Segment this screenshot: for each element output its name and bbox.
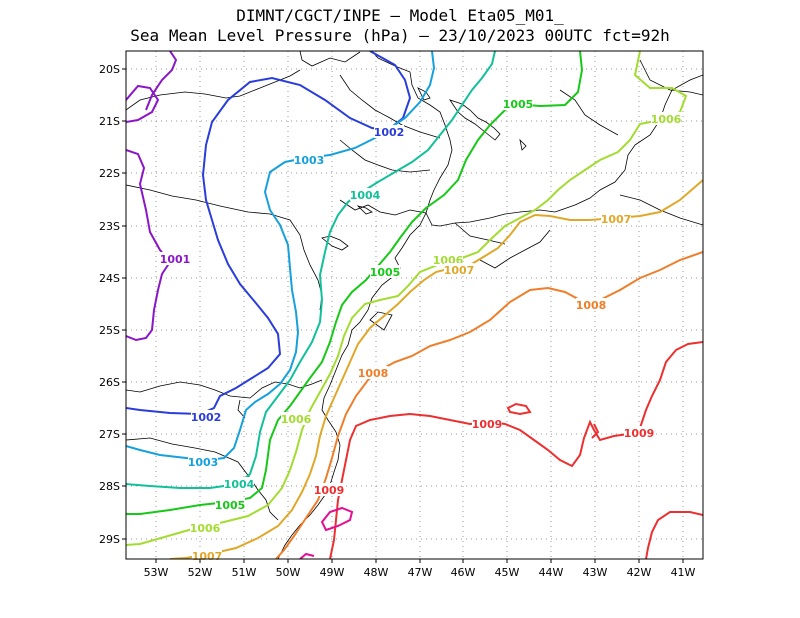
label-1002-a: 1002 (374, 126, 405, 139)
label-1009-c: 1009 (314, 484, 345, 497)
lon-label-44w: 44W (539, 566, 564, 579)
lon-label-50w: 50W (276, 566, 301, 579)
contour-1001-b (126, 149, 172, 342)
plot-frame (125, 50, 704, 560)
lon-label-42w: 42W (627, 566, 652, 579)
chart-title-line1: DIMNT/CGCT/INPE – Model Eta05_M01_ (236, 6, 564, 25)
lon-label-48w: 48W (364, 566, 389, 579)
contour-labels: 1001 1002 1002 1003 1003 1004 1004 1005 … (160, 97, 682, 563)
label-1003-a: 1003 (294, 154, 325, 167)
lon-label-51w: 51W (232, 566, 257, 579)
label-1005-a: 1005 (503, 98, 534, 111)
contour-1006 (126, 51, 688, 546)
chart-title-line2: Sea Mean Level Pressure (hPa) – 23/10/20… (130, 26, 670, 45)
label-1002-b: 1002 (191, 411, 222, 424)
lon-label-52w: 52W (188, 566, 213, 579)
label-1005-c: 1005 (215, 499, 246, 512)
lat-axis: 20S 21S 22S 23S 24S 25S 26S 27S 28S 29S (99, 63, 120, 546)
lat-label-26s: 26S (99, 376, 120, 389)
lon-label-41w: 41W (671, 566, 696, 579)
contour-1002 (126, 51, 412, 416)
tick-marks (122, 68, 684, 563)
contour-1004 (126, 51, 496, 489)
lat-label-24s: 24S (99, 272, 120, 285)
contour-1001-a (126, 84, 160, 123)
label-1003-b: 1003 (188, 456, 219, 469)
label-1007-b: 1007 (444, 264, 475, 277)
contour-1001-c (145, 51, 178, 111)
label-1005-b: 1005 (370, 266, 401, 279)
label-1004-a: 1004 (350, 189, 381, 202)
lakes (321, 87, 527, 251)
contour-1010-b (299, 552, 315, 559)
contour-1008 (275, 251, 703, 559)
lat-label-20s: 20S (99, 63, 120, 76)
label-1008-a: 1008 (576, 299, 607, 312)
lat-label-27s: 27S (99, 428, 120, 441)
label-1006-a: 1006 (651, 113, 682, 126)
contour-1010-a (320, 506, 354, 532)
lon-label-43w: 43W (583, 566, 608, 579)
lon-label-53w: 53W (144, 566, 169, 579)
lat-label-23s: 23S (99, 220, 120, 233)
lon-label-47w: 47W (408, 566, 433, 579)
lat-label-22s: 22S (99, 167, 120, 180)
label-1009-a: 1009 (472, 418, 503, 431)
label-1009-b: 1009 (624, 427, 655, 440)
contour-1009-d (591, 423, 600, 439)
contour-1009-b (506, 402, 532, 416)
lon-axis: 53W 52W 51W 50W 49W 48W 47W 46W 45W 44W … (144, 566, 696, 579)
label-1007-c: 1007 (192, 550, 223, 563)
lon-label-45w: 45W (495, 566, 520, 579)
contour-1009-c (645, 511, 703, 559)
label-1006-c: 1006 (281, 413, 312, 426)
label-1008-b: 1008 (358, 367, 389, 380)
contour-1007 (169, 179, 703, 559)
grid (126, 51, 703, 559)
label-1001: 1001 (160, 253, 191, 266)
label-1007-a: 1007 (601, 213, 632, 226)
label-1004-b: 1004 (224, 478, 255, 491)
coastline (126, 51, 703, 559)
lon-label-46w: 46W (451, 566, 476, 579)
lat-label-21s: 21S (99, 115, 120, 128)
contour-1009-a (329, 341, 703, 559)
label-1006-d: 1006 (190, 522, 221, 535)
lon-label-49w: 49W (320, 566, 345, 579)
lat-label-29s: 29S (99, 533, 120, 546)
lat-label-28s: 28S (99, 480, 120, 493)
lat-label-25s: 25S (99, 324, 120, 337)
